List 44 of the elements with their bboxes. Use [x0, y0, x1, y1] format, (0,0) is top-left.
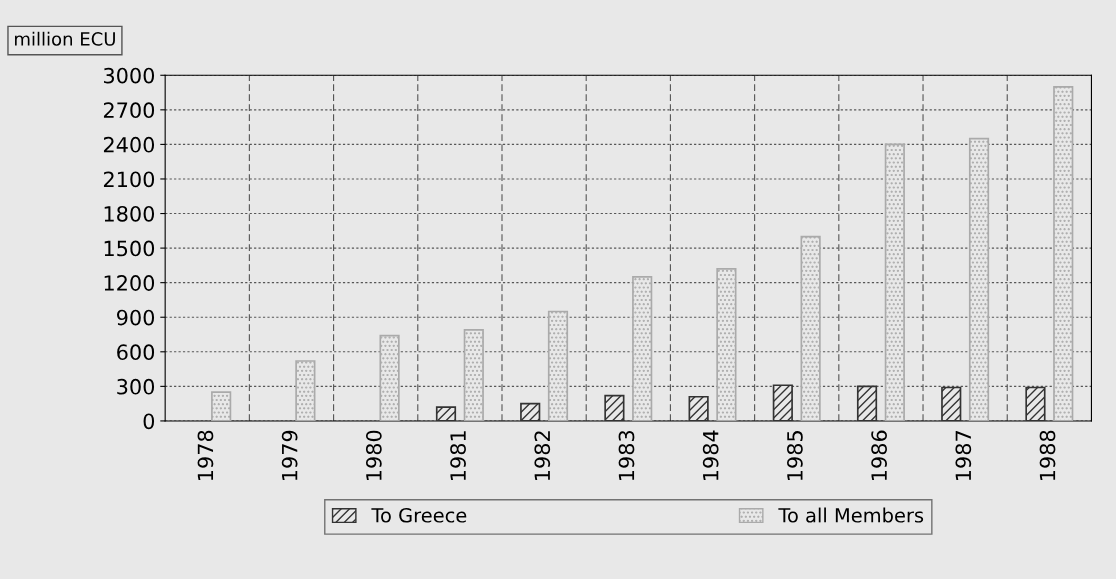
y-tick-label: 1200	[104, 275, 155, 291]
bar	[1053, 85, 1074, 421]
y-tick-label: 1500	[104, 240, 155, 257]
bar	[604, 394, 625, 421]
bar	[463, 329, 484, 421]
bar	[688, 395, 709, 421]
x-tick-label: 1982	[534, 431, 551, 480]
y-tick-label: 0	[143, 413, 155, 430]
y-tick-label: 2700	[103, 102, 155, 119]
bar	[295, 360, 316, 421]
y-tick-label: 300	[117, 378, 155, 395]
y-tick-label: 600	[117, 344, 155, 361]
bar	[632, 276, 653, 421]
y-tick-label: 2100	[103, 171, 155, 188]
y-axis-title: million ECU	[15, 31, 115, 46]
bar	[800, 235, 821, 421]
y-tick-label: 900	[116, 309, 155, 326]
bar	[547, 310, 569, 421]
x-tick-label: 1980	[365, 430, 382, 480]
bar	[772, 384, 793, 421]
y-tick-label: 3000	[104, 67, 155, 84]
x-tick-label: 1984	[702, 430, 719, 480]
x-tick-label: 1983	[618, 430, 635, 480]
legend-label: To all Members	[778, 507, 924, 523]
legend-label: To Greece	[371, 507, 467, 523]
x-tick-label: 1986	[871, 430, 887, 480]
bar	[941, 386, 962, 421]
x-tick-label: 1988	[1039, 430, 1056, 480]
bar	[435, 406, 457, 421]
x-tick-label: 1979	[281, 430, 298, 480]
bar	[968, 137, 990, 421]
x-tick-label: 1981	[450, 431, 466, 480]
bar	[379, 334, 400, 421]
bar	[211, 391, 232, 421]
bar	[856, 385, 878, 421]
bar	[884, 143, 905, 421]
bar	[716, 268, 737, 421]
x-tick-label: 1978	[197, 430, 214, 480]
y-tick-label: 1800	[104, 205, 155, 222]
x-tick-label: 1985	[787, 431, 803, 480]
bar	[520, 402, 541, 421]
y-tick-label: 2400	[103, 136, 155, 153]
bar	[1025, 386, 1046, 421]
x-tick-label: 1987	[955, 431, 972, 480]
